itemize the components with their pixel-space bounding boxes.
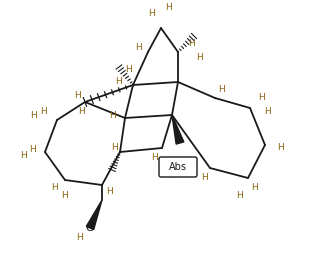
Text: H: H — [116, 77, 122, 86]
Text: H: H — [189, 38, 195, 47]
Text: H: H — [237, 192, 243, 201]
Text: Abs: Abs — [169, 162, 187, 172]
Text: H: H — [202, 174, 208, 183]
Text: H: H — [259, 94, 265, 103]
Text: H: H — [112, 144, 118, 152]
Text: H: H — [278, 144, 284, 152]
Text: H: H — [79, 108, 85, 117]
Text: H: H — [77, 233, 83, 242]
Text: O: O — [86, 223, 94, 233]
Text: H: H — [75, 91, 81, 99]
Text: H: H — [30, 145, 36, 154]
Polygon shape — [86, 200, 102, 229]
Text: H: H — [31, 112, 37, 121]
Text: H: H — [21, 152, 27, 161]
Text: H: H — [41, 108, 47, 117]
Text: H: H — [166, 3, 172, 12]
Text: H: H — [169, 170, 175, 179]
Text: H: H — [126, 65, 132, 74]
Text: H: H — [149, 10, 156, 19]
FancyBboxPatch shape — [159, 157, 197, 177]
Text: H: H — [52, 183, 58, 192]
Text: H: H — [62, 191, 68, 200]
Text: H: H — [219, 86, 225, 95]
Text: H: H — [136, 42, 142, 51]
Text: H: H — [265, 108, 271, 117]
Polygon shape — [172, 115, 184, 144]
Text: H: H — [109, 112, 116, 121]
Text: H: H — [107, 188, 113, 197]
Text: H: H — [197, 54, 204, 63]
Text: H: H — [251, 183, 258, 192]
Text: H: H — [152, 153, 158, 162]
